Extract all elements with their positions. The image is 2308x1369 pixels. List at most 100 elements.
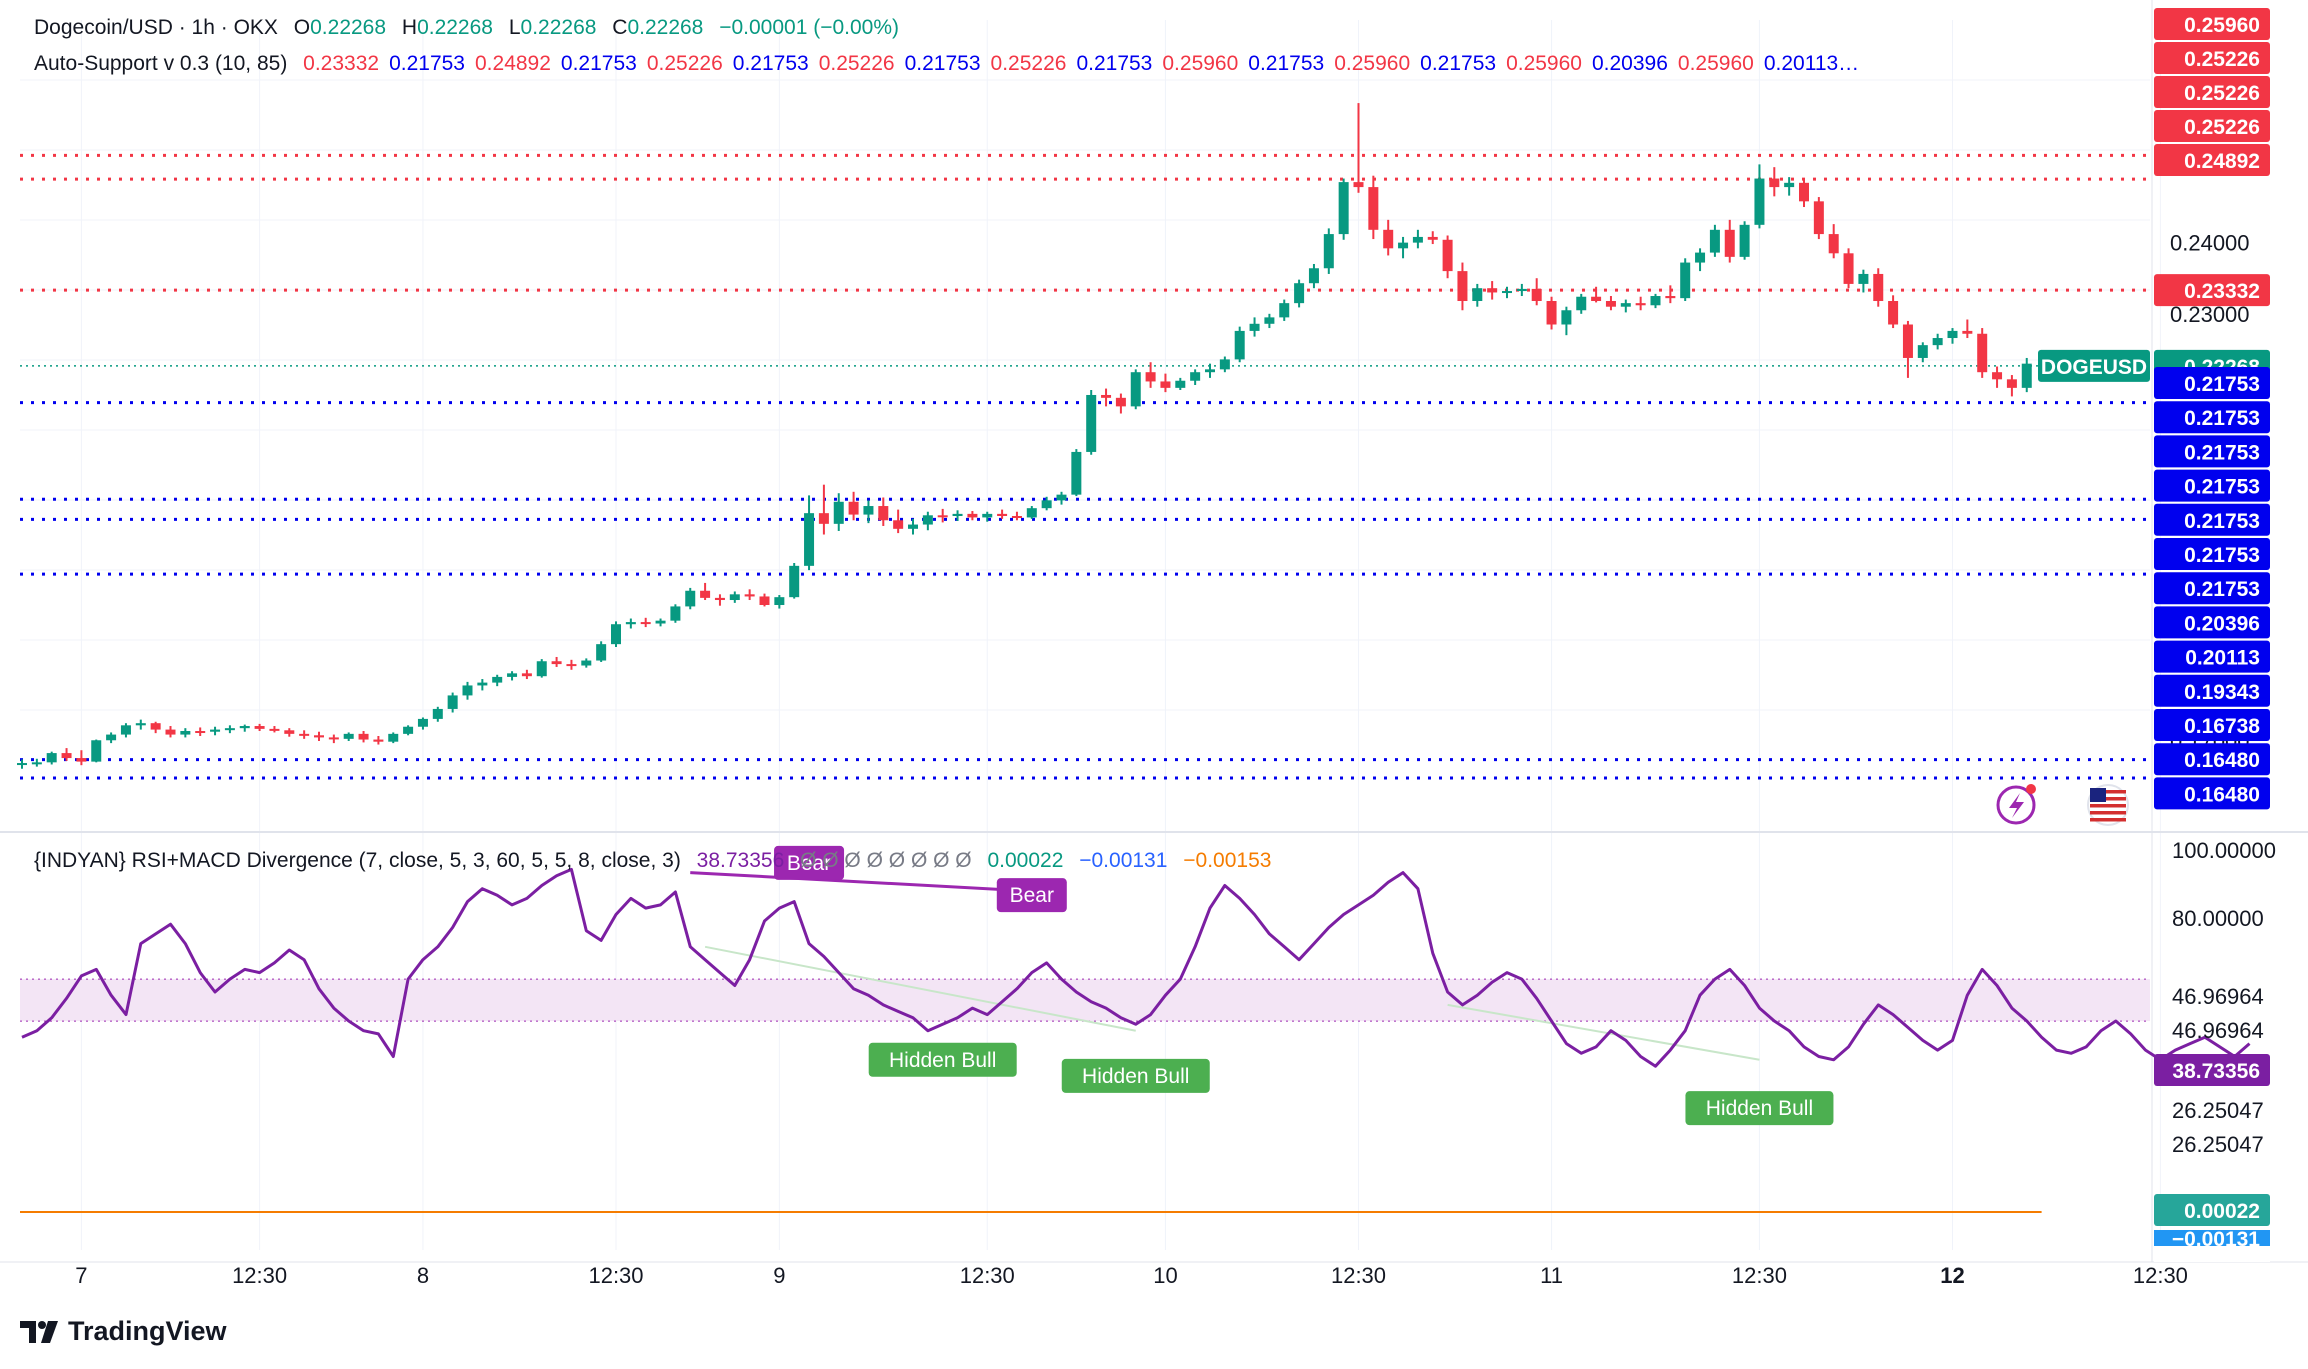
candle-up: [1190, 372, 1201, 381]
time-axis-label: 12: [1940, 1263, 1964, 1288]
support-resistance-lines: [20, 153, 2150, 780]
candle-up: [670, 606, 681, 621]
candle-up: [120, 725, 131, 735]
candle-down: [967, 513, 978, 518]
candle-up: [1175, 380, 1186, 388]
candle-up: [1041, 500, 1052, 509]
candle-up: [492, 676, 503, 683]
candle-up: [1294, 283, 1305, 304]
candle-up: [1754, 178, 1765, 225]
support-price-tag: 0.21753: [2184, 510, 2260, 533]
hidden-bull-label: Hidden Bull: [1061, 1058, 1210, 1093]
price-legend: Dogecoin/USD · 1h · OKX O0.22268 H0.2226…: [34, 16, 909, 40]
time-axis-label: 9: [773, 1263, 785, 1288]
auto-support-level-value: 0.25226: [990, 52, 1067, 75]
rsi-axis-label: 26.25047: [2172, 1132, 2264, 1157]
support-price-tag-box: [2154, 367, 2270, 399]
rsi-macd-name[interactable]: {INDYAN} RSI+MACD Divergence (7, close, …: [34, 849, 681, 872]
hidden-bull-label: Hidden Bull: [1685, 1091, 1834, 1126]
candle-down: [521, 673, 532, 677]
candle-up: [774, 597, 785, 605]
symbol-tag-box: [2038, 349, 2150, 382]
resistance-price-tag-box: [2154, 42, 2270, 74]
candle-down: [1101, 394, 1112, 398]
flag-stripe: [2090, 818, 2126, 822]
tradingview-logo[interactable]: TradingView: [20, 1316, 227, 1347]
close-value: C0.22268: [612, 16, 704, 39]
support-price-tag: 0.16480: [2184, 749, 2260, 772]
candle-up: [135, 723, 146, 726]
auto-support-level-value: 0.21753: [1420, 52, 1497, 75]
candle-down: [1799, 182, 1809, 202]
rsi-axis-label: 46.96964: [2172, 1018, 2264, 1043]
auto-support-level-value: 0.21753: [1248, 52, 1325, 75]
auto-support-level-value: 0.25226: [818, 52, 895, 75]
resistance-price-tag: 0.25226: [2184, 116, 2260, 139]
time-axis-label: 12:30: [2133, 1263, 2188, 1288]
candles: [17, 103, 2032, 769]
candle-down: [1546, 301, 1557, 325]
macd-value-tag: 0.00022: [2184, 1200, 2260, 1223]
divergence-label-box: [1061, 1058, 1210, 1093]
resistance-price-tag: 0.25226: [2184, 82, 2260, 105]
candle-down: [1992, 372, 2003, 380]
candle-up: [1516, 288, 1527, 292]
candle-down: [76, 758, 87, 762]
candle-down: [848, 501, 859, 515]
support-price-tag-box: [2154, 674, 2270, 707]
time-axis-label: 12:30: [232, 1263, 287, 1288]
candle-up: [833, 501, 844, 524]
auto-support-name[interactable]: Auto-Support v 0.3 (10, 85): [34, 52, 288, 75]
candle-down: [744, 594, 755, 597]
resistance-price-tag-box: [2154, 8, 2270, 40]
support-price-tag-box: [2154, 538, 2270, 570]
grid-lines: [20, 20, 2161, 1250]
divergence-label-box: [868, 1042, 1017, 1077]
candle-up: [239, 726, 250, 729]
symbol-title[interactable]: Dogecoin/USD · 1h · OKX: [34, 16, 278, 39]
candle-down: [700, 590, 711, 598]
support-price-tag: 0.21753: [2184, 441, 2260, 464]
divergence-label-text: Hidden Bull: [1706, 1097, 1813, 1120]
candle-down: [1635, 303, 1646, 306]
candle-down: [1888, 301, 1899, 325]
flash-icon[interactable]: [1996, 784, 2036, 825]
candle-down: [759, 596, 770, 605]
support-price-tag-box: [2154, 606, 2270, 639]
divergence-label-box: [774, 845, 845, 880]
flash-icon-dot: [2026, 784, 2036, 794]
bear-divergence-label: Bear: [996, 878, 1067, 913]
candle-up: [447, 695, 458, 709]
divergence-label-text: Hidden Bull: [889, 1049, 996, 1072]
candle-down: [566, 664, 577, 667]
candle-up: [596, 644, 607, 661]
bear-divergence-line: [690, 871, 1047, 894]
hist-legend-value: −0.00153: [1183, 849, 1272, 872]
flash-icon-bolt: [2009, 793, 2024, 818]
macd-legend-value: 0.00022: [987, 849, 1064, 872]
candle-down: [1591, 296, 1602, 302]
candle-up: [685, 590, 696, 607]
us-flag-icon[interactable]: [2087, 784, 2129, 826]
support-price-tag-box: [2154, 401, 2270, 434]
candle-up: [17, 763, 27, 766]
support-price-tag: 0.16480: [2184, 783, 2260, 806]
candle-down: [61, 753, 72, 759]
candle-up: [1264, 317, 1275, 324]
time-axis-label: 11: [1540, 1263, 1563, 1288]
auto-support-level-value: 0.25226: [646, 52, 723, 75]
candle-down: [254, 726, 265, 729]
support-price-tag-box: [2154, 435, 2270, 468]
candle-up: [180, 731, 191, 735]
support-price-tag: 0.16738: [2184, 715, 2260, 738]
candle-down: [1813, 201, 1824, 235]
support-price-tag: 0.20113: [2185, 647, 2260, 670]
support-price-tag-box: [2154, 572, 2270, 605]
candle-up: [1695, 252, 1706, 263]
resistance-price-tag: 0.24892: [2184, 150, 2260, 173]
candle-up: [1130, 372, 1141, 407]
resistance-price-tag: 0.23332: [2184, 280, 2260, 303]
signal-value-tag: −0.00131: [2172, 1228, 2260, 1251]
